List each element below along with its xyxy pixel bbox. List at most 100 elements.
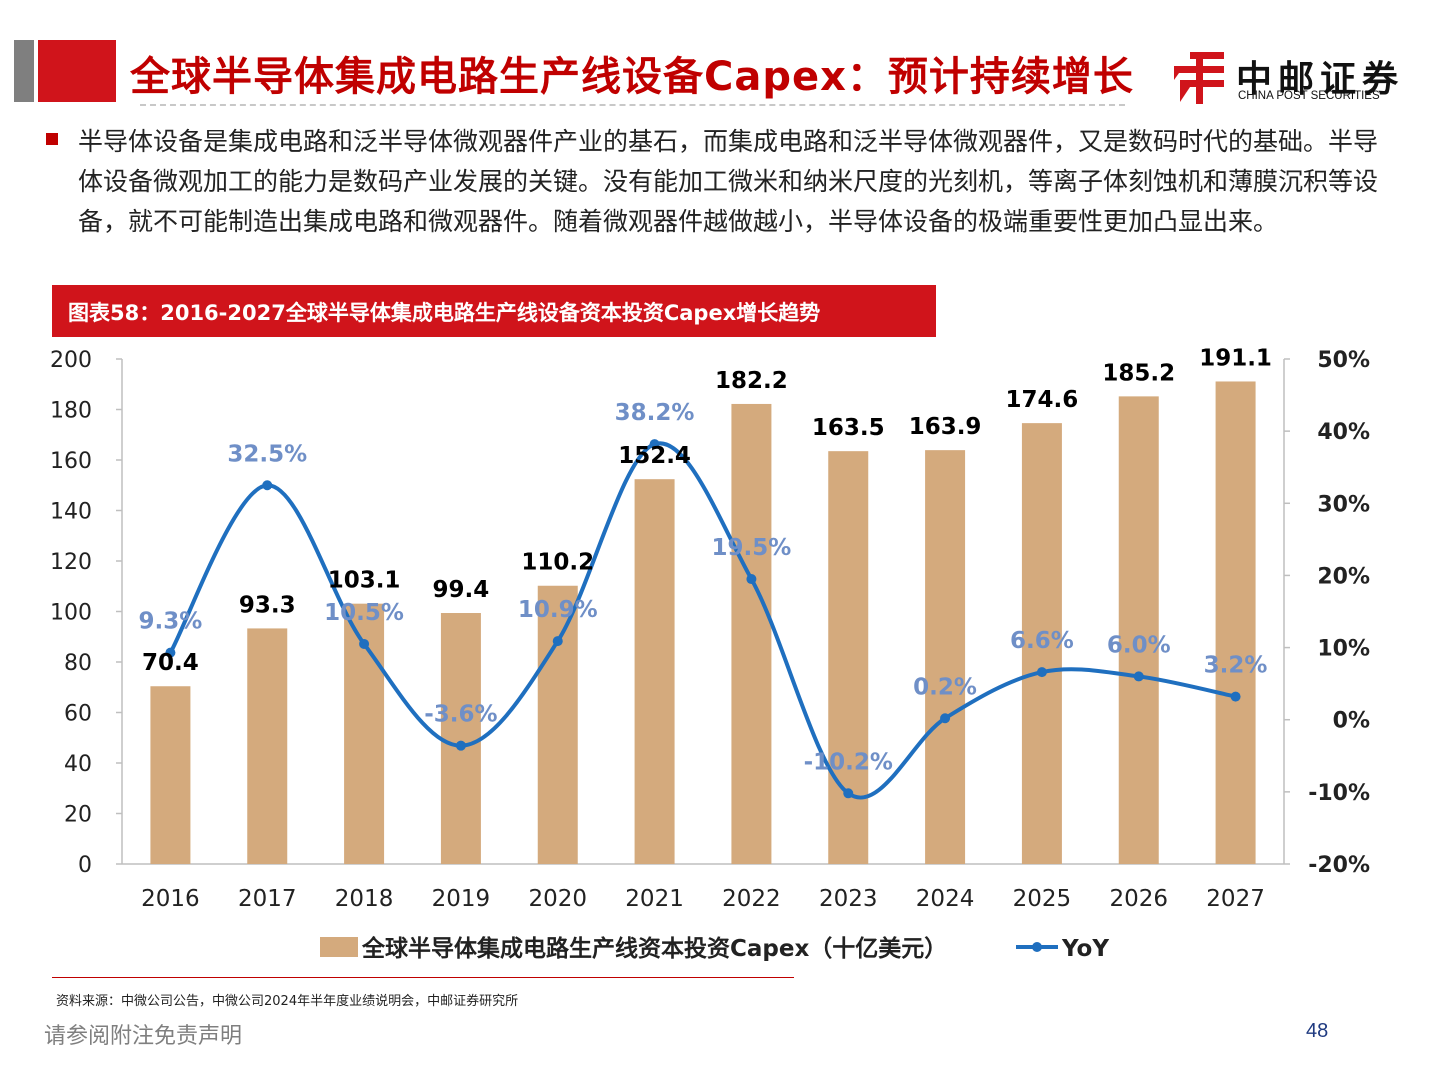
y-tick-label: 100 [50,601,92,626]
bar [1215,381,1256,864]
bar [150,686,191,864]
bar-value-label: 174.6 [1006,387,1079,413]
bar [440,613,481,864]
yoy-value-label: 10.5% [324,600,404,626]
x-tick-label: 2022 [722,886,781,912]
y2-tick-label: 20% [1317,564,1370,589]
figure-title: 图表58：2016-2027全球半导体集成电路生产线设备资本投资Capex增长趋… [68,301,821,325]
x-tick-label: 2025 [1013,886,1072,912]
yoy-point [455,740,466,751]
legend-line-marker [1032,942,1042,952]
bar-value-label: 191.1 [1199,345,1272,371]
x-tick-label: 2018 [335,886,394,912]
bar [731,403,772,864]
y-tick-label: 20 [64,803,92,828]
y-tick-label: 80 [64,651,92,676]
yoy-point [165,647,176,658]
x-tick-label: 2016 [141,886,200,912]
yoy-point [1036,667,1047,678]
bar [1021,423,1062,864]
bar-value-label: 152.4 [618,443,691,469]
yoy-value-label: 38.2% [615,400,695,426]
bar-value-label: 185.2 [1102,360,1175,386]
logo-chinese-name: 中邮证券 [1236,59,1405,100]
title-divider [140,104,1125,106]
page-title: 全球半导体集成电路生产线设备Capex：预计持续增长 [130,54,1134,100]
yoy-value-label: 10.9% [518,597,598,623]
figure-title-bar [52,285,936,337]
bar [925,450,966,864]
x-tick-label: 2024 [916,886,975,912]
body-paragraph: 半导体设备是集成电路和泛半导体微观器件产业的基石，而集成电路和泛半导体微观器件，… [78,127,1379,236]
page-number: 48 [1306,1020,1329,1042]
bar-value-label: 103.1 [328,568,401,594]
y2-tick-label: 40% [1317,420,1370,445]
yoy-value-label: 6.6% [1010,628,1074,654]
y-tick-label: 180 [50,399,92,424]
header-gray-bar [14,40,34,102]
bar-value-label: 93.3 [239,592,296,618]
yoy-point [262,480,273,491]
x-tick-label: 2019 [432,886,491,912]
y-tick-label: 160 [50,449,92,474]
yoy-value-label: 0.2% [913,674,977,700]
y-tick-label: 60 [64,702,92,727]
yoy-value-label: 9.3% [139,609,203,635]
company-logo: 中邮证券 CHINA POST SECURITIES [1170,50,1400,105]
y2-tick-label: -20% [1308,853,1370,878]
bar [634,479,675,864]
yoy-value-label: -3.6% [424,702,497,728]
bullet-square-icon [46,133,58,145]
yoy-point [940,713,951,724]
logo-english-name: CHINA POST SECURITIES [1238,90,1380,102]
yoy-point [649,439,660,450]
bar-value-label: 163.9 [909,414,982,440]
y-tick-label: 0 [78,853,92,878]
y2-tick-label: 50% [1317,348,1370,373]
bar-value-label: 163.5 [812,415,885,441]
legend-line-label: YoY [1061,936,1109,962]
yoy-value-label: 3.2% [1204,653,1268,679]
yoy-value-label: -10.2% [804,749,893,775]
y-tick-label: 40 [64,752,92,777]
logo-emblem-icon [1174,52,1224,104]
x-tick-label: 2026 [1109,886,1168,912]
yoy-point [1133,671,1144,682]
y2-tick-label: 10% [1317,637,1370,662]
yoy-value-label: 19.5% [712,535,792,561]
yoy-point [359,638,370,649]
x-tick-label: 2020 [528,886,587,912]
y-tick-label: 140 [50,500,92,525]
yoy-point [843,788,854,799]
bar [1118,396,1159,864]
capex-chart: 0 20 40 60 80 100 120 140 160 180 200 -20% -10% 0% 10%… [50,345,1370,962]
bar-value-label: 110.2 [521,550,594,576]
y2-tick-label: 30% [1317,492,1370,517]
source-note: 资料来源：中微公司公告，中微公司2024年半年度业绩说明会，中邮证券研究所 [56,994,519,1009]
bar-value-label: 182.2 [715,368,788,394]
legend-bar-swatch [320,937,358,957]
bar [537,585,578,864]
x-tick-label: 2023 [819,886,878,912]
bar-value-label: 99.4 [433,577,490,603]
yoy-value-label: 6.0% [1107,632,1171,658]
y2-tick-label: -10% [1308,781,1370,806]
header-red-block [38,40,116,102]
legend-bar-label: 全球半导体集成电路生产线资本投资Capex（十亿美元） [361,935,947,962]
disclaimer: 请参阅附注免责声明 [44,1024,243,1049]
y-tick-label: 120 [50,550,92,575]
yoy-point [746,574,757,585]
yoy-point [1230,691,1241,702]
x-tick-label: 2017 [238,886,297,912]
bar [247,628,288,864]
yoy-line [168,441,1236,800]
source-divider [52,977,794,978]
yoy-value-label: 32.5% [227,441,307,467]
bar [828,451,869,864]
y-tick-label: 200 [50,348,92,373]
bar-value-label: 70.4 [142,650,199,676]
x-tick-label: 2027 [1206,886,1265,912]
yoy-point [552,636,563,647]
x-tick-label: 2021 [625,886,684,912]
y2-tick-label: 0% [1333,709,1370,734]
